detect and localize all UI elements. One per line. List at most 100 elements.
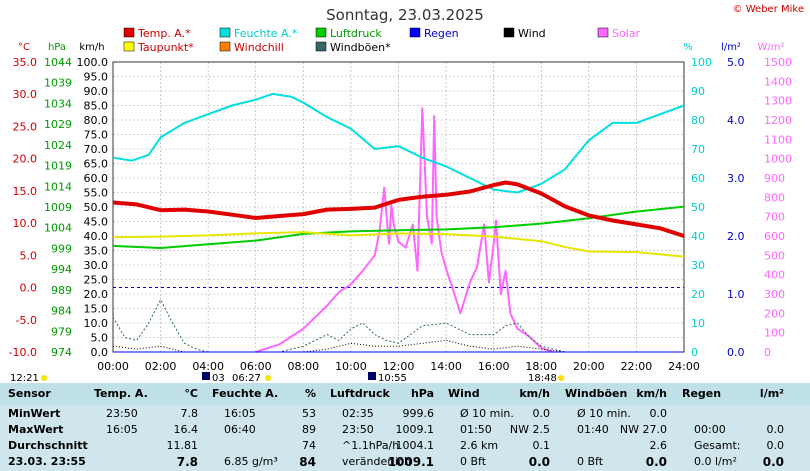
solar-tick-label: 800 (764, 191, 785, 204)
weather-chart: Sonntag, 23.03.2025 Temp. A.*Taupunkt* Feu… (9, 6, 792, 383)
pct-tick-label: 20 (691, 288, 705, 301)
kmh-tick-label: 80.0 (84, 114, 109, 127)
kmh-tick-label: 50.0 (84, 201, 109, 214)
solar-tick-label: 900 (764, 172, 785, 185)
temp-tick-label: 15.0 (13, 185, 38, 198)
kmh-tick-label: 0.0 (91, 346, 109, 359)
humidity-series (112, 92, 685, 194)
table-header-label: Feuchte A. (212, 387, 279, 400)
axis-unit-rain: l/m² (721, 42, 741, 53)
x-tick-label: 02:00 (145, 360, 177, 373)
temp-tick-label: 0.0 (20, 282, 38, 295)
kmh-tick-label: 100.0 (77, 56, 109, 69)
kmh-tick-label: 70.0 (84, 143, 109, 156)
table-cell-time: 0 Bft (577, 455, 604, 468)
solar-tick-label: 1000 (764, 153, 792, 166)
axis-unit-pct: % (683, 42, 693, 53)
legend-label: Luftdruck (330, 27, 382, 40)
hpa-tick-label: 1009 (44, 201, 72, 214)
legend-label: Windböen* (330, 41, 391, 54)
temperature-series (112, 180, 685, 238)
table-header-unit: km/h (519, 387, 550, 400)
legend-swatch (219, 27, 231, 38)
solar-tick-label: 700 (764, 211, 785, 224)
kmh-tick-label: 45.0 (84, 216, 109, 229)
table-cell-value: 0.0 (532, 407, 551, 420)
temp-tick-label: -5.0 (16, 314, 37, 327)
table-header-unit: % (304, 387, 316, 400)
legend-swatch (597, 27, 609, 38)
solar-tick-label: 1500 (764, 56, 792, 69)
table-cell-time: 16:05 (106, 423, 138, 436)
kmh-tick-label: 35.0 (84, 245, 109, 258)
table-header-label: Luftdruck (330, 387, 390, 400)
sunset-icon (558, 375, 564, 381)
rain-tick-label: 1.0 (727, 288, 745, 301)
moon-set-icon (202, 372, 210, 380)
table-cell-time: 0.0 l/m² (694, 455, 737, 468)
table-cell-value: 11.81 (166, 439, 199, 452)
x-tick-label: 12:00 (383, 360, 415, 373)
rain-tick-label: 3.0 (727, 172, 745, 185)
kmh-tick-label: 30.0 (84, 259, 109, 272)
solar-tick-label: 200 (764, 307, 785, 320)
table-cell-time: 06:40 (224, 423, 256, 436)
table-header-label: Sensor (8, 387, 51, 400)
table-cell-time: 23:50 (106, 407, 138, 420)
table-cell-time: Ø 10 min. (460, 407, 514, 420)
table-cell-value: 1009.1 (395, 423, 435, 436)
table-header-label: Wind (448, 387, 480, 400)
table-cell-value: 84 (299, 455, 316, 469)
table-cell-value: NW 27.0 (619, 423, 667, 436)
rain-tick-label: 0.0 (727, 346, 745, 359)
kmh-tick-label: 90.0 (84, 85, 109, 98)
legend-label: Windchill (234, 41, 284, 54)
table-cell-value: 74 (302, 439, 316, 452)
temp-tick-label: 20.0 (13, 153, 38, 166)
table-cell-value: 0.0 (645, 455, 667, 469)
kmh-tick-label: 5.0 (91, 332, 109, 345)
kmh-tick-label: 65.0 (84, 158, 109, 171)
solar-tick-label: 1300 (764, 95, 792, 108)
temp-tick-label: 35.0 (13, 56, 38, 69)
kmh-tick-label: 20.0 (84, 288, 109, 301)
x-tick-label: 14:00 (430, 360, 462, 373)
moon-rise-icon (41, 375, 47, 381)
solar-tick-label: 300 (764, 288, 785, 301)
pressure-series (112, 205, 685, 249)
hpa-tick-label: 1004 (44, 222, 72, 235)
axis-unit-hpa: hPa (48, 42, 66, 53)
table-cell-value: 1009.1 (387, 455, 434, 469)
table-cell-time: Gesamt: (694, 439, 741, 452)
hpa-tick-label: 1029 (44, 118, 72, 131)
dewpoint-series (112, 231, 685, 258)
table-cell-time: 00:00 (694, 423, 726, 436)
pct-tick-label: 40 (691, 230, 705, 243)
temp-tick-label: 10.0 (13, 217, 38, 230)
kmh-tick-label: 85.0 (84, 100, 109, 113)
table-cell-time: 01:40 (577, 423, 609, 436)
table-cell-value: 0.0 (766, 439, 785, 452)
table-cell-time: 02:35 (342, 407, 374, 420)
table-header-label: Windböen (565, 387, 628, 400)
table-row-label: Durchschnitt (8, 439, 88, 452)
table-cell-time: ^1.1hPa/h (342, 439, 400, 452)
kmh-tick-label: 15.0 (84, 303, 109, 316)
legend-swatch (123, 41, 135, 52)
sunrise-label: 06:27 (232, 373, 261, 383)
table-cell-value: 7.8 (180, 407, 199, 420)
temp-tick-label: 5.0 (20, 249, 38, 262)
x-tick-label: 24:00 (668, 360, 700, 373)
hpa-tick-label: 994 (51, 263, 72, 276)
table-cell-time: 6.85 g/m³ (224, 455, 278, 468)
table-cell-value: 89 (302, 423, 316, 436)
solar-tick-label: 1200 (764, 114, 792, 127)
temp-tick-label: 25.0 (13, 120, 38, 133)
legend-swatch (219, 41, 231, 52)
legend-swatch (315, 41, 327, 52)
axis-unit-solar: W/m² (757, 42, 784, 53)
x-tick-label: 22:00 (621, 360, 653, 373)
x-tick-label: 20:00 (573, 360, 605, 373)
moon-set-icon-2 (368, 372, 376, 380)
